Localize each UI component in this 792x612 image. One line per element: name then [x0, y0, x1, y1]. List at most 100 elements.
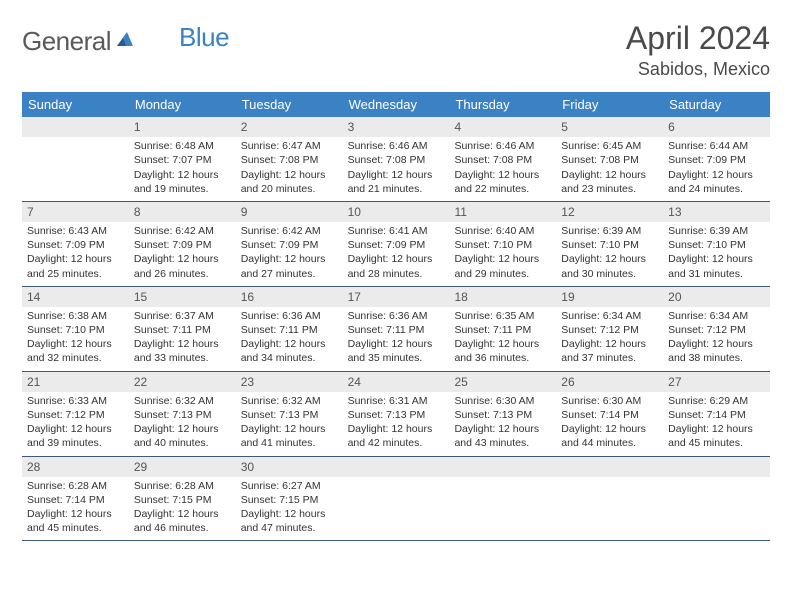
day-info: Sunrise: 6:34 AMSunset: 7:12 PMDaylight:… [556, 307, 663, 371]
logo-text-blue: Blue [179, 22, 229, 53]
sunset-line: Sunset: 7:13 PM [241, 408, 338, 422]
day-cell: 7Sunrise: 6:43 AMSunset: 7:09 PMDaylight… [22, 202, 129, 286]
empty-cell [449, 457, 556, 541]
day-header-saturday: Saturday [663, 92, 770, 117]
logo-sail-icon [115, 28, 137, 55]
daylight-line: Daylight: 12 hours and 45 minutes. [668, 422, 765, 450]
sunrise-line: Sunrise: 6:48 AM [134, 139, 231, 153]
day-header-tuesday: Tuesday [236, 92, 343, 117]
sunrise-line: Sunrise: 6:27 AM [241, 479, 338, 493]
day-cell: 30Sunrise: 6:27 AMSunset: 7:15 PMDayligh… [236, 457, 343, 541]
daylight-line: Daylight: 12 hours and 38 minutes. [668, 337, 765, 365]
day-info: Sunrise: 6:36 AMSunset: 7:11 PMDaylight:… [236, 307, 343, 371]
daylight-line: Daylight: 12 hours and 27 minutes. [241, 252, 338, 280]
day-info: Sunrise: 6:38 AMSunset: 7:10 PMDaylight:… [22, 307, 129, 371]
day-number [22, 117, 129, 137]
sunrise-line: Sunrise: 6:31 AM [348, 394, 445, 408]
day-number: 21 [22, 372, 129, 392]
sunrise-line: Sunrise: 6:36 AM [241, 309, 338, 323]
day-cell: 18Sunrise: 6:35 AMSunset: 7:11 PMDayligh… [449, 287, 556, 371]
daylight-line: Daylight: 12 hours and 20 minutes. [241, 168, 338, 196]
day-number: 10 [343, 202, 450, 222]
day-number: 11 [449, 202, 556, 222]
day-cell: 19Sunrise: 6:34 AMSunset: 7:12 PMDayligh… [556, 287, 663, 371]
daylight-line: Daylight: 12 hours and 34 minutes. [241, 337, 338, 365]
day-cell: 11Sunrise: 6:40 AMSunset: 7:10 PMDayligh… [449, 202, 556, 286]
day-cell: 16Sunrise: 6:36 AMSunset: 7:11 PMDayligh… [236, 287, 343, 371]
daylight-line: Daylight: 12 hours and 30 minutes. [561, 252, 658, 280]
day-cell: 24Sunrise: 6:31 AMSunset: 7:13 PMDayligh… [343, 372, 450, 456]
empty-cell [343, 457, 450, 541]
sunrise-line: Sunrise: 6:34 AM [668, 309, 765, 323]
day-header-row: SundayMondayTuesdayWednesdayThursdayFrid… [22, 92, 770, 117]
daylight-line: Daylight: 12 hours and 25 minutes. [27, 252, 124, 280]
day-info: Sunrise: 6:46 AMSunset: 7:08 PMDaylight:… [343, 137, 450, 201]
day-number: 28 [22, 457, 129, 477]
sunrise-line: Sunrise: 6:42 AM [134, 224, 231, 238]
sunrise-line: Sunrise: 6:28 AM [134, 479, 231, 493]
day-cell: 2Sunrise: 6:47 AMSunset: 7:08 PMDaylight… [236, 117, 343, 201]
header: General Blue April 2024 Sabidos, Mexico [22, 20, 770, 80]
day-info: Sunrise: 6:47 AMSunset: 7:08 PMDaylight:… [236, 137, 343, 201]
day-info: Sunrise: 6:39 AMSunset: 7:10 PMDaylight:… [556, 222, 663, 286]
sunset-line: Sunset: 7:09 PM [27, 238, 124, 252]
day-cell: 6Sunrise: 6:44 AMSunset: 7:09 PMDaylight… [663, 117, 770, 201]
day-cell: 23Sunrise: 6:32 AMSunset: 7:13 PMDayligh… [236, 372, 343, 456]
sunset-line: Sunset: 7:08 PM [561, 153, 658, 167]
daylight-line: Daylight: 12 hours and 45 minutes. [27, 507, 124, 535]
daylight-line: Daylight: 12 hours and 40 minutes. [134, 422, 231, 450]
sunset-line: Sunset: 7:15 PM [134, 493, 231, 507]
day-number: 13 [663, 202, 770, 222]
day-number: 27 [663, 372, 770, 392]
day-number: 9 [236, 202, 343, 222]
day-info: Sunrise: 6:32 AMSunset: 7:13 PMDaylight:… [129, 392, 236, 456]
daylight-line: Daylight: 12 hours and 43 minutes. [454, 422, 551, 450]
day-info: Sunrise: 6:28 AMSunset: 7:15 PMDaylight:… [129, 477, 236, 541]
day-cell: 20Sunrise: 6:34 AMSunset: 7:12 PMDayligh… [663, 287, 770, 371]
sunset-line: Sunset: 7:13 PM [454, 408, 551, 422]
sunrise-line: Sunrise: 6:29 AM [668, 394, 765, 408]
sunset-line: Sunset: 7:15 PM [241, 493, 338, 507]
day-info: Sunrise: 6:30 AMSunset: 7:13 PMDaylight:… [449, 392, 556, 456]
day-info: Sunrise: 6:32 AMSunset: 7:13 PMDaylight:… [236, 392, 343, 456]
day-info: Sunrise: 6:29 AMSunset: 7:14 PMDaylight:… [663, 392, 770, 456]
sunset-line: Sunset: 7:14 PM [561, 408, 658, 422]
day-info: Sunrise: 6:39 AMSunset: 7:10 PMDaylight:… [663, 222, 770, 286]
daylight-line: Daylight: 12 hours and 35 minutes. [348, 337, 445, 365]
day-cell: 9Sunrise: 6:42 AMSunset: 7:09 PMDaylight… [236, 202, 343, 286]
day-number: 2 [236, 117, 343, 137]
calendar: SundayMondayTuesdayWednesdayThursdayFrid… [22, 92, 770, 541]
daylight-line: Daylight: 12 hours and 31 minutes. [668, 252, 765, 280]
day-info: Sunrise: 6:27 AMSunset: 7:15 PMDaylight:… [236, 477, 343, 541]
day-number: 4 [449, 117, 556, 137]
daylight-line: Daylight: 12 hours and 19 minutes. [134, 168, 231, 196]
day-info: Sunrise: 6:42 AMSunset: 7:09 PMDaylight:… [236, 222, 343, 286]
day-number: 18 [449, 287, 556, 307]
sunrise-line: Sunrise: 6:30 AM [561, 394, 658, 408]
day-number [663, 457, 770, 477]
sunrise-line: Sunrise: 6:45 AM [561, 139, 658, 153]
daylight-line: Daylight: 12 hours and 46 minutes. [134, 507, 231, 535]
sunset-line: Sunset: 7:09 PM [668, 153, 765, 167]
empty-cell [556, 457, 663, 541]
day-number [343, 457, 450, 477]
week-row: 21Sunrise: 6:33 AMSunset: 7:12 PMDayligh… [22, 372, 770, 457]
sunset-line: Sunset: 7:09 PM [348, 238, 445, 252]
day-cell: 3Sunrise: 6:46 AMSunset: 7:08 PMDaylight… [343, 117, 450, 201]
day-cell: 17Sunrise: 6:36 AMSunset: 7:11 PMDayligh… [343, 287, 450, 371]
daylight-line: Daylight: 12 hours and 36 minutes. [454, 337, 551, 365]
daylight-line: Daylight: 12 hours and 44 minutes. [561, 422, 658, 450]
day-number: 15 [129, 287, 236, 307]
day-number: 14 [22, 287, 129, 307]
day-header-friday: Friday [556, 92, 663, 117]
sunset-line: Sunset: 7:08 PM [348, 153, 445, 167]
day-info: Sunrise: 6:41 AMSunset: 7:09 PMDaylight:… [343, 222, 450, 286]
day-number: 30 [236, 457, 343, 477]
day-number [556, 457, 663, 477]
daylight-line: Daylight: 12 hours and 29 minutes. [454, 252, 551, 280]
daylight-line: Daylight: 12 hours and 41 minutes. [241, 422, 338, 450]
day-number [449, 457, 556, 477]
sunset-line: Sunset: 7:11 PM [454, 323, 551, 337]
day-cell: 1Sunrise: 6:48 AMSunset: 7:07 PMDaylight… [129, 117, 236, 201]
day-cell: 8Sunrise: 6:42 AMSunset: 7:09 PMDaylight… [129, 202, 236, 286]
